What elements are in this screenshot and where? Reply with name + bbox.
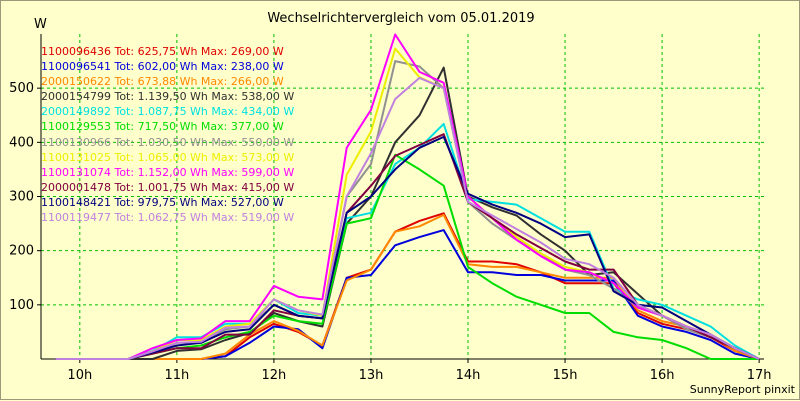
legend-entry-1100130966: 1100130966 Tot: 1.030,50 Wh Max: 550,00 …	[41, 135, 295, 149]
y-tick-label: 200	[9, 244, 34, 259]
series-line-1100148421	[55, 135, 760, 360]
legend-entry-2000154799: 2000154799 Tot: 1.139,50 Wh Max: 538,00 …	[41, 90, 295, 104]
legend-entry-1100096436: 1100096436 Tot: 625,75 Wh Max: 269,00 W	[41, 45, 284, 58]
footer-credit: SunnyReport pinxit	[689, 383, 795, 396]
legend-entry-2000150622: 2000150622 Tot: 673,88 Wh Max: 266,00 W	[41, 75, 284, 89]
legend: 1100096436 Tot: 625,75 Wh Max: 269,00 W 1…	[41, 44, 294, 225]
legend-entry-2000149892: 2000149892 Tot: 1.087,75 Wh Max: 434,00 …	[41, 105, 295, 119]
legend-entry-2000001478: 2000001478 Tot: 1.001,75 Wh Max: 415,00 …	[41, 180, 295, 194]
series-line-1100131074	[55, 33, 760, 360]
series-line-1100096436	[55, 212, 760, 360]
y-tick-label: 300	[9, 190, 34, 205]
x-tick-label: 11h	[164, 368, 189, 383]
x-tick-label: 16h	[650, 368, 675, 383]
y-tick-label: 400	[9, 135, 34, 150]
series-line-2000149892	[55, 122, 760, 360]
legend-entry-1100096541: 1100096541 Tot: 602,00 Wh Max: 238,00 W	[41, 60, 284, 74]
series-line-2000154799	[55, 66, 760, 360]
legend-entry-1100129553: 1100129553 Tot: 717,50 Wh Max: 377,00 W	[41, 120, 284, 134]
x-tick-label: 15h	[553, 368, 578, 383]
legend-entry-1100131074: 1100131074 Tot: 1.152,00 Wh Max: 599,00 …	[41, 165, 295, 179]
y-axis-unit: W	[34, 17, 47, 32]
x-tick-label: 10h	[67, 368, 92, 383]
x-tick-label: 14h	[456, 368, 481, 383]
chart-title: Wechselrichtervergleich vom 05.01.2019	[267, 11, 535, 26]
x-tick-label: 13h	[359, 368, 384, 383]
series-line-2000150622	[55, 213, 760, 360]
legend-entry-1100119477: 1100119477 Tot: 1.062,75 Wh Max: 519,00 …	[41, 211, 295, 225]
y-tick-label: 100	[9, 298, 34, 313]
legend-entry-1100131025: 1100131025 Tot: 1.065,00 Wh Max: 573,00 …	[41, 150, 295, 164]
legend-entry-1100148421: 1100148421 Tot: 979,75 Wh Max: 527,00 W	[41, 195, 284, 209]
x-tick-label: 12h	[262, 368, 287, 383]
series-line-1100119477	[55, 76, 760, 360]
x-tick-label: 17h	[747, 368, 772, 383]
y-tick-label: 500	[9, 81, 34, 96]
